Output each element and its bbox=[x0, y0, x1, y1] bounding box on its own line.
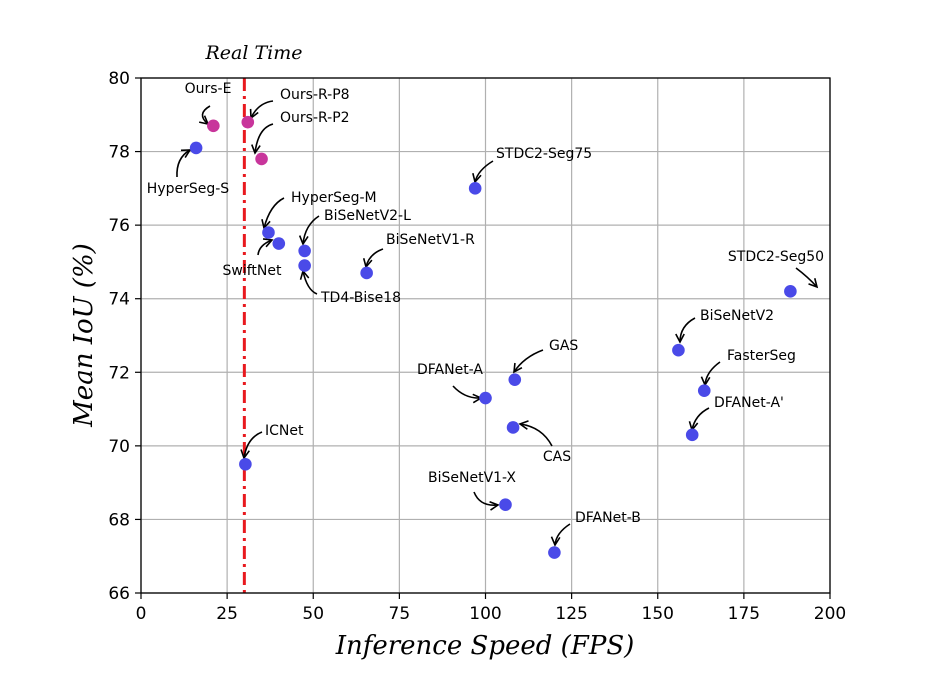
y-tick-label: 66 bbox=[108, 584, 130, 604]
y-tick-label: 70 bbox=[108, 437, 130, 457]
x-tick-label: 25 bbox=[216, 604, 238, 624]
label-stdc2-seg50: STDC2-Seg50 bbox=[728, 249, 824, 265]
label-td4-bise18: TD4-Bise18 bbox=[320, 290, 401, 306]
arrow-dfanet-b bbox=[554, 523, 571, 546]
point-dfanet-a bbox=[479, 391, 492, 405]
annotation-arrows bbox=[176, 100, 819, 547]
arrow-stdc2-seg75 bbox=[474, 160, 494, 183]
arrowhead-bisenetv2-l bbox=[298, 235, 309, 246]
arrowhead-stdc2-seg50 bbox=[808, 278, 819, 289]
x-tick-label: 125 bbox=[555, 604, 587, 624]
point-dfanet-a bbox=[685, 428, 699, 442]
arrow-dfanet-a bbox=[691, 407, 710, 431]
arrow-ours-r-p8 bbox=[250, 100, 274, 119]
y-tick-label: 74 bbox=[108, 290, 130, 310]
y-tick-label: 80 bbox=[108, 69, 130, 89]
point-bisenetv2 bbox=[672, 343, 685, 357]
grid-lines bbox=[140, 77, 831, 594]
arrow-stdc2-seg50 bbox=[795, 267, 818, 288]
label-bisenetv2: BiSeNetV2 bbox=[700, 308, 774, 324]
arrow-hyperseg-m bbox=[263, 197, 285, 229]
y-tick-label: 72 bbox=[108, 363, 130, 383]
point-ours-r-p2 bbox=[255, 152, 268, 166]
arrow-bisenetv1-x bbox=[473, 491, 499, 507]
arrowhead-swiftnet bbox=[262, 238, 274, 248]
label-dfanet-a: DFANet-A' bbox=[714, 395, 784, 411]
arrow-icnet bbox=[243, 431, 263, 459]
point-swiftnet bbox=[272, 237, 286, 250]
arrow-bisenetv2-l bbox=[302, 215, 320, 245]
point-bisenetv2-l bbox=[298, 244, 311, 258]
label-ours-r-p8: Ours-R-P8 bbox=[280, 87, 350, 103]
arrowhead-ours-r-p2 bbox=[251, 144, 261, 155]
point-stdc2-seg50 bbox=[784, 285, 797, 298]
data-points bbox=[189, 115, 797, 559]
y-tick-label: 78 bbox=[108, 143, 130, 163]
point-bisenetv1-r bbox=[360, 266, 373, 280]
point-gas bbox=[508, 373, 522, 386]
point-hyperseg-s bbox=[189, 141, 203, 155]
x-tick-label: 100 bbox=[469, 604, 501, 624]
point-cas bbox=[506, 421, 520, 434]
arrow-cas bbox=[519, 423, 553, 447]
arrow-bisenetv1-r bbox=[365, 248, 384, 268]
point-fasterseg bbox=[697, 384, 711, 397]
label-gas: GAS bbox=[549, 338, 578, 354]
x-tick-label: 200 bbox=[814, 604, 846, 624]
label-ours-e: Ours-E bbox=[185, 81, 232, 97]
x-tick-label: 0 bbox=[136, 604, 147, 624]
label-stdc2-seg75: STDC2-Seg75 bbox=[496, 146, 592, 162]
arrow-fasterseg bbox=[704, 361, 721, 386]
arrow-ours-r-p2 bbox=[254, 123, 274, 154]
point-ours-e bbox=[207, 119, 220, 133]
y-tick-label: 76 bbox=[108, 216, 130, 236]
axis-ticks: 0 25 50 75 100 125 150 175 200 66 68 70 72 74 76 78 80 bbox=[108, 69, 846, 624]
real-time-label: Real Time bbox=[204, 42, 302, 64]
label-icnet: ICNet bbox=[265, 423, 304, 439]
arrowhead-stdc2-seg75 bbox=[472, 173, 482, 184]
arrow-swiftnet bbox=[257, 239, 273, 256]
label-ours-r-p2: Ours-R-P2 bbox=[280, 110, 350, 126]
y-axis-title: Mean IoU (%) bbox=[69, 243, 99, 428]
x-axis-title: Inference Speed (FPS) bbox=[335, 631, 635, 661]
label-bisenetv2-l: BiSeNetV2-L bbox=[324, 208, 411, 224]
arrowhead-bisenetv2 bbox=[675, 333, 685, 344]
x-tick-label: 150 bbox=[642, 604, 674, 624]
label-fasterseg: FasterSeg bbox=[727, 348, 796, 364]
point-hyperseg-m bbox=[262, 226, 275, 239]
point-dfanet-b bbox=[548, 546, 561, 559]
arrowhead-bisenetv1-x bbox=[489, 500, 500, 511]
arrow-hyperseg-s bbox=[176, 149, 191, 178]
y-tick-label: 68 bbox=[108, 510, 130, 530]
label-dfanet-b: DFANet-B bbox=[575, 510, 641, 526]
label-hyperseg-s: HyperSeg-S bbox=[147, 181, 230, 197]
arrowhead-dfanet-b bbox=[550, 536, 561, 547]
arrow-bisenetv2 bbox=[679, 317, 696, 343]
point-bisenetv1-x bbox=[499, 498, 512, 512]
point-labels: Ours-E Ours-R-P8 Ours-R-P2 HyperSeg-S HyperS… bbox=[147, 81, 824, 526]
point-icnet bbox=[239, 457, 252, 471]
label-swiftnet: SwiftNet bbox=[223, 263, 282, 279]
label-bisenetv1-x: BiSeNetV1-X bbox=[428, 470, 516, 486]
arrow-ours-e bbox=[201, 105, 211, 125]
arrow-dfanet-a bbox=[452, 385, 482, 399]
x-tick-label: 75 bbox=[389, 604, 411, 624]
arrowhead-cas bbox=[518, 420, 529, 430]
point-stdc2-seg75 bbox=[468, 182, 482, 195]
point-ours-r-p8 bbox=[241, 115, 255, 129]
point-td4-bise18 bbox=[298, 259, 311, 272]
label-dfanet-a: DFANet-A bbox=[417, 362, 483, 378]
label-bisenetv1-r: BiSeNetV1-R bbox=[386, 232, 475, 248]
arrowhead-gas bbox=[513, 362, 523, 374]
x-tick-label: 175 bbox=[728, 604, 760, 624]
arrow-gas bbox=[513, 349, 544, 373]
label-hyperseg-m: HyperSeg-M bbox=[291, 190, 377, 206]
arrowhead-hyperseg-m bbox=[261, 219, 271, 230]
arrow-td4-bise18 bbox=[302, 270, 318, 295]
label-cas: CAS bbox=[543, 449, 571, 465]
x-tick-label: 50 bbox=[302, 604, 324, 624]
arrowhead-icnet bbox=[240, 449, 250, 460]
arrowhead-hyperseg-s bbox=[180, 149, 192, 159]
